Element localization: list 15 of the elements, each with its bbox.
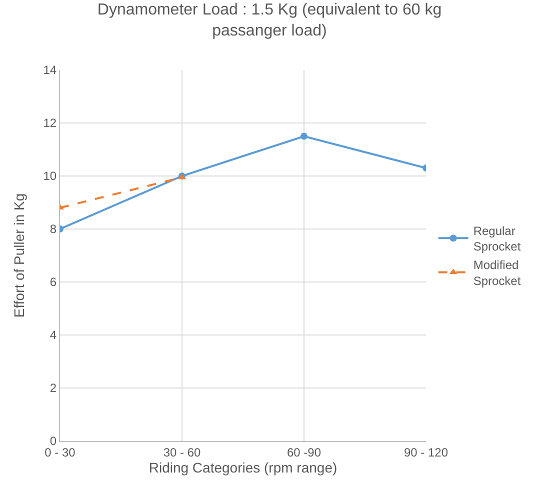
- y-tick-label: 12: [43, 116, 57, 130]
- y-tick-label: 8: [50, 222, 57, 236]
- y-axis-title: Effort of Puller in Kg: [10, 193, 27, 318]
- y-tick-label: 2: [50, 381, 57, 396]
- y-tick-label: 4: [50, 328, 57, 342]
- x-axis-title: Riding Categories (rpm range): [148, 460, 338, 476]
- legend-label: Modified Sprocket: [473, 258, 522, 288]
- x-tick-label: 90 - 120: [404, 445, 448, 460]
- legend-label: Regular Sprocket: [473, 224, 522, 254]
- chart-title: Dynamometer Load : 1.5 Kg (equivalent to 60 kg passanger load): [97, 2, 442, 40]
- x-tick-label: 60 -90: [286, 445, 322, 460]
- y-tick-label: 10: [43, 169, 57, 184]
- y-tick-label: 6: [50, 275, 57, 290]
- y-tick-label: 14: [43, 63, 57, 78]
- x-tick-label: 30 - 60: [163, 445, 202, 460]
